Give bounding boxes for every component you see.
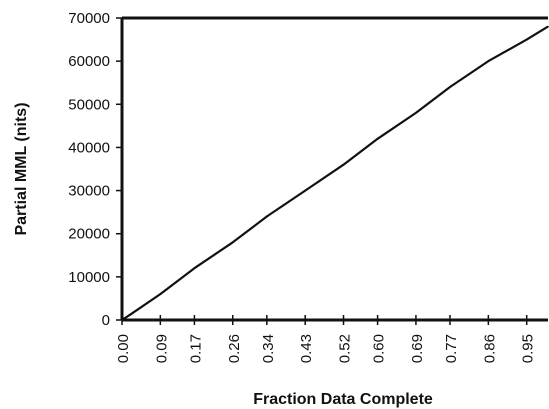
x-tick-label: 0.52 <box>337 334 354 363</box>
x-tick-label: 0.00 <box>115 334 132 363</box>
data-point <box>376 138 379 140</box>
data-point <box>193 267 196 270</box>
data-point <box>266 215 268 218</box>
x-tick-label: 0.26 <box>226 334 243 363</box>
series-line <box>121 25 549 321</box>
x-tick-label: 0.77 <box>443 334 460 363</box>
y-tick-label: 50000 <box>68 96 110 113</box>
data-point <box>525 38 528 41</box>
y-tick-label: 60000 <box>68 53 110 70</box>
y-tick-label: 0 <box>102 312 110 329</box>
y-axis-title: Partial MML (nits) <box>13 102 30 235</box>
x-tick-label: 0.09 <box>153 334 170 363</box>
data-point <box>342 163 345 166</box>
data-point <box>415 112 417 114</box>
data-point <box>304 189 306 192</box>
data-point <box>547 25 549 28</box>
data-point <box>159 293 162 295</box>
y-tick-label: 40000 <box>68 139 110 156</box>
data-point <box>487 60 490 62</box>
x-tick-label: 0.86 <box>481 334 498 363</box>
y-tick-label: 10000 <box>68 269 110 286</box>
x-axis-ticks: 0.00 0.09 0.17 0.26 0.34 0.43 0.52 0.60 0.69 0.77… <box>115 315 537 363</box>
y-axis-ticks: 0 10000 20000 30000 40000 50000 60000 70000 <box>68 10 122 329</box>
series-group <box>121 25 549 321</box>
data-point <box>449 86 451 88</box>
x-tick-label: 0.60 <box>371 334 388 363</box>
y-tick-label: 70000 <box>68 10 110 27</box>
x-tick-label: 0.34 <box>260 334 277 363</box>
x-tick-label: 0.17 <box>187 334 204 363</box>
data-point <box>121 319 123 321</box>
data-point <box>129 313 132 316</box>
plot-frame <box>120 16 548 322</box>
data-point <box>231 241 234 244</box>
y-tick-label: 20000 <box>68 226 110 243</box>
x-tick-label: 0.43 <box>298 334 315 363</box>
x-tick-label: 0.95 <box>520 334 537 363</box>
x-tick-label: 0.69 <box>409 334 426 363</box>
y-tick-label: 30000 <box>68 183 110 200</box>
x-axis-title: Fraction Data Complete <box>253 391 433 408</box>
